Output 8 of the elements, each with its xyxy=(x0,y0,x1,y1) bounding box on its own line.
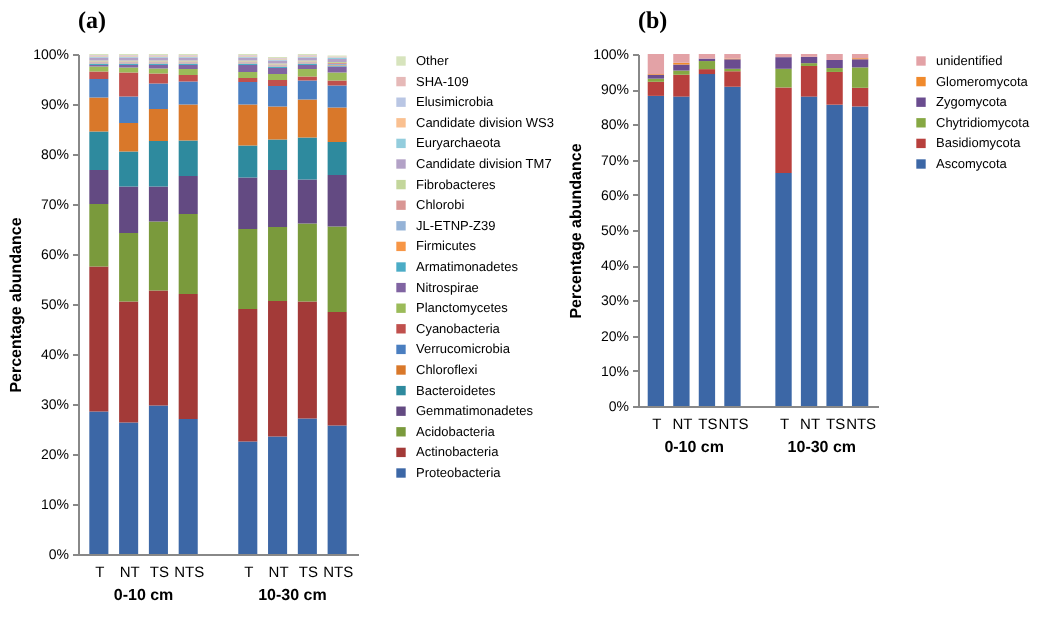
chart-title: (a) xyxy=(78,6,106,34)
y-axis-title: Percentage abundance xyxy=(567,142,586,319)
y-axis-title: Percentage abundance xyxy=(7,216,26,393)
text: 10-30 cm xyxy=(787,438,857,456)
text: 0-10 cm xyxy=(664,438,724,456)
text: 10-30 cm xyxy=(258,586,327,604)
text: 0-10 cm xyxy=(113,586,174,604)
chart-title: (b) xyxy=(638,6,668,34)
